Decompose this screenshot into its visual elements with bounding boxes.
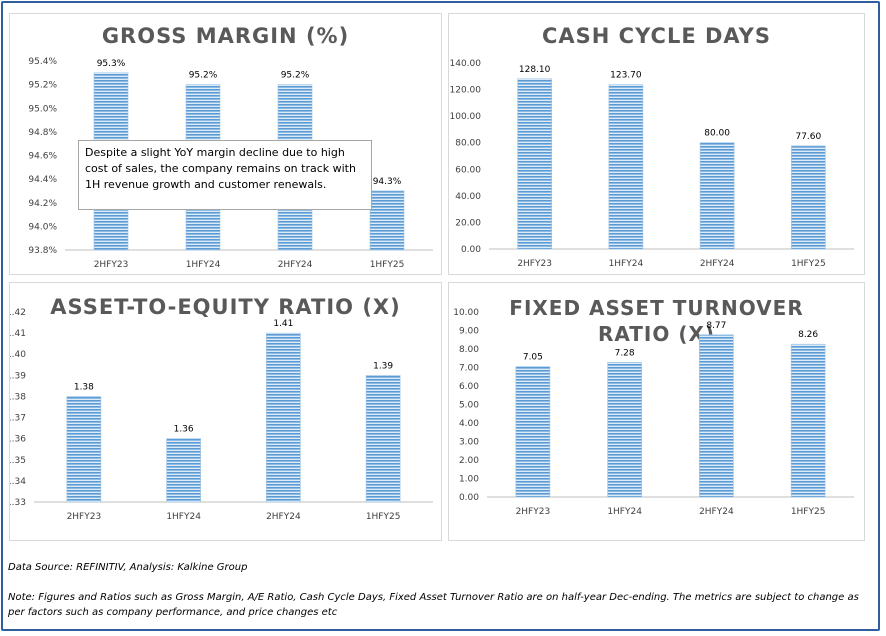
bar [608, 84, 644, 250]
y-tick-label: 80.00 [455, 139, 481, 149]
data-label: 95.2% [189, 71, 218, 81]
y-tick-label: 8.00 [459, 345, 479, 355]
cash-cycle-days-panel: CASH CYCLE DAYS 0.00 20.00 40.00 60.00 80.00… [448, 13, 865, 275]
chart-title: FIXED ASSET TURNOVER RATIO (X) [509, 296, 804, 346]
x-tick-label: 1HFY24 [166, 512, 201, 522]
bar [607, 362, 642, 498]
y-tick-label: 3.00 [459, 438, 479, 448]
bar [66, 396, 102, 503]
data-label: 1.36 [174, 425, 194, 435]
y-tick-label: 1.35 [10, 456, 26, 466]
data-label: 95.2% [281, 71, 310, 81]
y-tick-label: 94.6% [28, 152, 57, 162]
data-label: 7.28 [615, 348, 635, 358]
x-tick-label: 2HFY24 [699, 507, 734, 517]
x-tick-label: 1HFY25 [791, 259, 826, 269]
y-tick-label: 1.39 [10, 371, 26, 381]
y-tick-label: 5.00 [459, 401, 479, 411]
y-tick-label: 40.00 [455, 192, 481, 202]
data-label: 8.26 [798, 330, 818, 340]
data-label: 123.70 [610, 71, 642, 81]
y-tick-label: 94.2% [28, 199, 57, 209]
data-label: 1.39 [373, 361, 393, 371]
y-tick-label: 1.37 [10, 414, 26, 424]
bar [166, 438, 201, 503]
y-tick-label: 95.4% [28, 57, 57, 67]
asset-to-equity-panel: ASSET-TO-EQUITY RATIO (X) 1.331.341.351.… [9, 282, 442, 541]
asset-to-equity-chart: 1.33 1.34 1.35 1.36 1.37 1.38 1.39 1.40 1.41 1.42… [10, 308, 433, 522]
y-tick-label: 1.00 [459, 475, 479, 485]
data-label: 94.3% [373, 177, 402, 187]
data-label: 80.00 [704, 129, 730, 139]
x-tick-label: 1HFY25 [791, 507, 826, 517]
gross-margin-panel: GROSS MARGIN (%) 93.8% 94.0% 94.2% 94.4% 94.… [9, 13, 442, 275]
data-label: 8.77 [706, 321, 726, 331]
x-tick-label: 1HFY25 [366, 512, 401, 522]
data-label: 77.60 [795, 132, 821, 142]
y-tick-label: 1.33 [10, 498, 26, 508]
y-tick-label: 9.00 [459, 327, 479, 337]
y-tick-label: 100.00 [450, 112, 482, 122]
x-tick-label: 2HFY23 [517, 259, 552, 269]
x-tick-label: 1HFY25 [370, 260, 405, 270]
y-tick-label: 95.0% [28, 104, 57, 114]
y-tick-label: 1.40 [10, 350, 26, 360]
y-tick-label: 2.00 [459, 456, 479, 466]
y-tick-label: 60.00 [455, 165, 481, 175]
y-tick-label: 93.8% [28, 246, 57, 256]
y-tick-label: 6.00 [459, 382, 479, 392]
bar [517, 78, 552, 250]
bar [515, 366, 551, 498]
bar [266, 332, 301, 503]
x-tick-label: 2HFY23 [94, 260, 129, 270]
x-tick-label: 2HFY23 [67, 512, 102, 522]
y-tick-label: 94.0% [28, 222, 57, 232]
y-tick-label: 7.00 [459, 364, 479, 374]
bar [365, 375, 401, 503]
bar [699, 142, 735, 250]
data-label: 1.38 [74, 382, 94, 392]
bar [369, 190, 405, 251]
y-tick-label: 1.42 [10, 308, 26, 318]
y-tick-label: 0.00 [459, 493, 479, 503]
x-tick-label: 2HFY23 [516, 507, 551, 517]
y-tick-label: 140.00 [450, 59, 482, 69]
y-tick-label: 20.00 [455, 218, 481, 228]
y-tick-label: 1.36 [10, 435, 26, 445]
x-tick-label: 2HFY24 [700, 259, 735, 269]
data-label: 95.3% [97, 59, 126, 69]
data-label: 1.41 [273, 319, 293, 329]
y-tick-label: 4.00 [459, 419, 479, 429]
x-tick-label: 2HFY24 [266, 512, 301, 522]
data-label: 7.05 [523, 353, 543, 363]
chart-title: GROSS MARGIN (%) [101, 24, 350, 48]
y-tick-label: 1.34 [10, 477, 26, 487]
cash-cycle-days-chart: 0.00 20.00 40.00 60.00 80.00 100.00 120.00 140.… [450, 59, 854, 269]
y-tick-label: 95.2% [28, 81, 57, 91]
footnote: Note: Figures and Ratios such as Gross M… [8, 592, 859, 618]
x-tick-label: 1HFY24 [186, 260, 221, 270]
bar [699, 334, 734, 498]
x-tick-label: 1HFY24 [609, 259, 644, 269]
y-tick-label: 120.00 [450, 86, 482, 96]
bar [790, 343, 826, 498]
commentary-callout: Despite a slight YoY margin decline due … [78, 140, 372, 210]
y-tick-label: 94.4% [28, 175, 57, 185]
y-tick-label: 1.38 [10, 392, 26, 402]
y-tick-label: 10.00 [453, 308, 479, 318]
data-label: 128.10 [519, 65, 551, 75]
y-tick-label: 0.00 [461, 245, 481, 255]
x-tick-label: 2HFY24 [278, 260, 313, 270]
chart-title: ASSET-TO-EQUITY RATIO (X) [50, 295, 401, 319]
y-tick-label: 1.41 [10, 329, 26, 339]
data-source: Data Source: REFINITIV, Analysis: Kalkin… [8, 562, 248, 573]
x-tick-label: 1HFY24 [607, 507, 642, 517]
chart-title: CASH CYCLE DAYS [542, 24, 771, 48]
fixed-asset-turnover-chart: 0.00 1.00 2.00 3.00 4.00 5.00 6.00 7.00 8.00 9.00… [453, 308, 854, 517]
fixed-asset-turnover-panel: FIXED ASSET TURNOVER RATIO (X) 0.00 1.00 2… [448, 282, 865, 541]
y-tick-label: 94.8% [28, 128, 57, 138]
bar [791, 145, 826, 250]
